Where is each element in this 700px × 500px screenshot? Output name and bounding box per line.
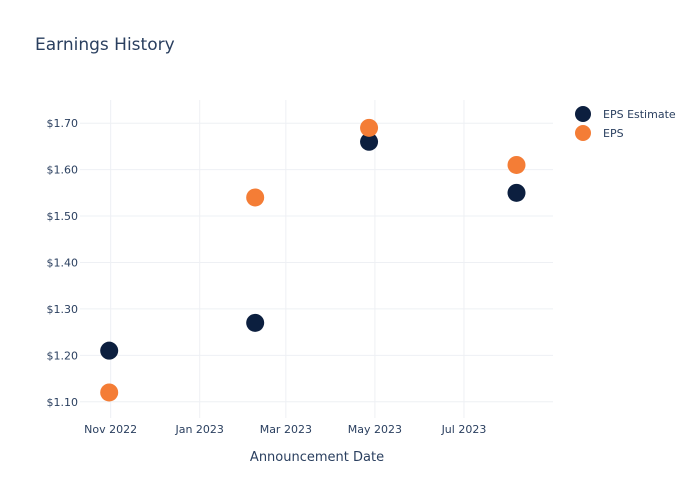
x-tick-label: Jul 2023 bbox=[441, 423, 487, 436]
data-point[interactable] bbox=[360, 118, 379, 137]
y-tick-label: $1.10 bbox=[47, 396, 79, 409]
y-axis-ticks: $1.10 $1.20 $1.30 $1.40 $1.50 $1.60 $1.70 bbox=[47, 117, 79, 409]
legend-marker[interactable] bbox=[575, 106, 591, 122]
legend-label[interactable]: EPS Estimate bbox=[603, 108, 676, 121]
x-tick-label: May 2023 bbox=[348, 423, 402, 436]
data-point[interactable] bbox=[507, 183, 526, 202]
data-point[interactable] bbox=[507, 155, 526, 174]
y-tick-label: $1.70 bbox=[47, 117, 79, 130]
x-tick-label: Nov 2022 bbox=[84, 423, 137, 436]
x-tick-label: Jan 2023 bbox=[174, 423, 223, 436]
legend: EPS Estimate EPS bbox=[575, 106, 676, 141]
y-tick-label: $1.60 bbox=[47, 164, 79, 177]
grid-layer bbox=[80, 100, 553, 418]
y-tick-label: $1.30 bbox=[47, 303, 79, 316]
x-tick-label: Mar 2023 bbox=[260, 423, 312, 436]
data-point[interactable] bbox=[100, 341, 119, 360]
data-points bbox=[100, 118, 526, 402]
data-point[interactable] bbox=[246, 188, 265, 207]
data-point[interactable] bbox=[360, 132, 379, 151]
y-tick-label: $1.50 bbox=[47, 210, 79, 223]
chart-title: Earnings History bbox=[35, 35, 175, 55]
data-point[interactable] bbox=[100, 383, 119, 402]
y-tick-label: $1.40 bbox=[47, 256, 79, 269]
legend-label[interactable]: EPS bbox=[603, 127, 624, 140]
legend-marker[interactable] bbox=[575, 125, 591, 141]
x-axis-title: Announcement Date bbox=[250, 450, 384, 465]
y-tick-label: $1.20 bbox=[47, 349, 79, 362]
x-axis-ticks: Nov 2022 Jan 2023 Mar 2023 May 2023 Jul 2023 bbox=[84, 423, 486, 436]
data-point[interactable] bbox=[246, 313, 265, 332]
